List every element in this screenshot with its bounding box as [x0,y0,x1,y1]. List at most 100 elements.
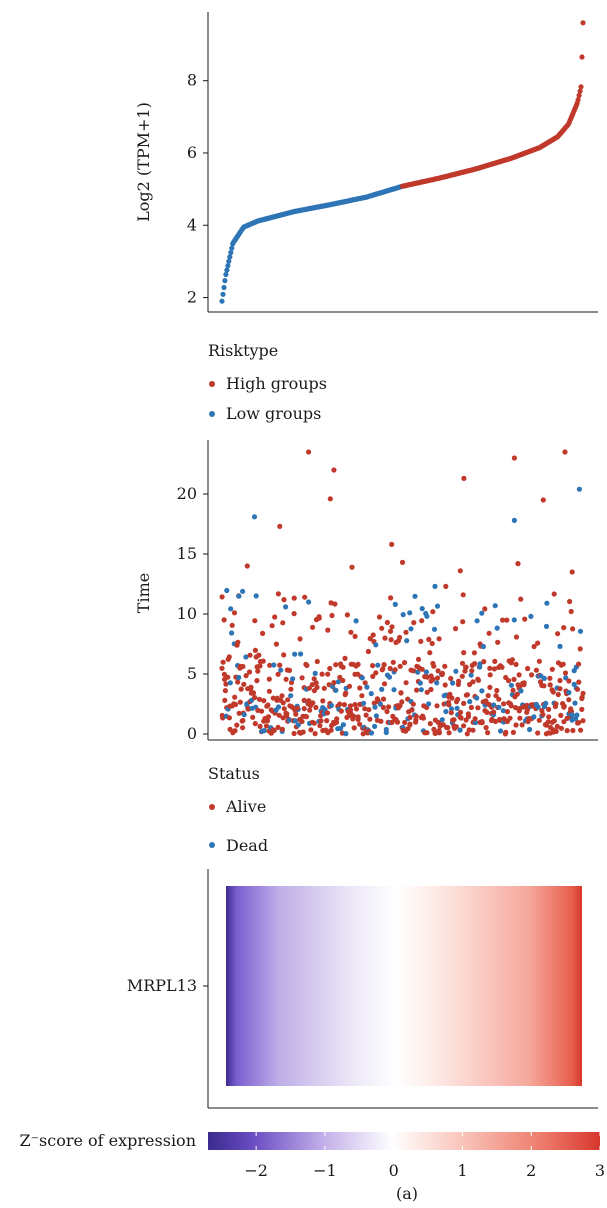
survival-point-alive [540,711,546,718]
survival-point-alive [420,715,426,721]
expression-point-high [577,88,583,94]
heatmap-panel: MRPL13 [127,869,598,1109]
survival-point-alive [507,715,513,721]
survival-point-alive [280,620,286,626]
survival-point-alive [514,691,520,697]
survival-point-dead [491,702,497,708]
survival-point-alive [531,643,537,650]
survival-point-alive [561,704,567,710]
survival-point-dead [432,583,438,590]
survival-point-dead [330,683,336,690]
expression-tick-label: 8 [187,71,197,90]
survival-point-alive [551,591,557,597]
survival-point-alive [460,619,466,625]
colorbar-tick-label: 0 [389,1161,399,1180]
survival-points [219,449,586,737]
survival-point-alive [557,677,563,684]
survival-point-alive [317,723,323,729]
survival-point-alive [446,730,452,736]
survival-point-alive [221,617,227,623]
survival-point-alive [304,662,310,669]
survival-point-alive [399,699,405,705]
survival-point-alive [303,714,310,720]
survival-point-alive [506,678,512,684]
survival-point-alive [401,660,408,666]
survival-point-alive [458,715,464,721]
survival-point-dead [271,662,277,668]
survival-point-alive [403,629,409,635]
survival-point-alive [313,704,319,711]
survival-point-dead [415,669,421,675]
survival-point-alive [240,663,246,670]
survival-point-alive [510,729,516,736]
survival-point-alive [482,606,488,612]
survival-point-alive [386,704,392,710]
survival-point-alive [367,636,373,642]
survival-point-alive [355,661,361,668]
survival-point-alive [545,719,551,725]
survival-point-alive [309,682,315,688]
survival-point-alive [398,690,404,696]
survival-point-alive [557,686,563,692]
survival-point-alive [257,723,263,730]
survival-point-alive [301,697,307,704]
survival-point-alive [310,700,316,706]
survival-point-alive [241,681,247,687]
survival-point-alive [496,716,503,723]
survival-point-alive [243,673,249,679]
survival-point-alive [352,702,358,708]
survival-point-dead [295,722,301,728]
survival-point-alive [453,724,459,730]
survival-point-alive [231,610,238,616]
survival-point-dead [290,676,296,682]
expression-point-high [578,84,584,90]
survival-y-label: Time [134,573,153,613]
survival-point-alive [219,665,225,671]
survival-point-alive [470,727,476,733]
survival-point-dead [240,588,246,594]
survival-point-dead [569,712,575,718]
survival-point-alive [387,628,394,634]
survival-point-dead [236,593,242,599]
survival-point-alive [576,661,582,667]
survival-point-alive [340,664,346,670]
survival-point-dead [375,662,381,668]
survival-point-alive [232,728,238,734]
survival-point-alive [475,677,482,683]
survival-point-alive [359,693,365,699]
survival-point-alive [360,731,366,737]
survival-point-alive [540,497,546,503]
survival-point-alive [561,719,567,725]
survival-point-alive [355,714,361,720]
survival-point-dead [527,726,533,733]
colorbar-title: Z⁻score of expression [19,1131,196,1150]
legend-dot-low [209,411,215,417]
survival-tick-label: 10 [177,604,197,623]
survival-point-alive [462,668,468,674]
expression-y-label: Log2 (TPM+1) [134,102,153,222]
survival-point-alive [387,665,393,672]
survival-point-alive [445,725,451,731]
survival-point-alive [370,663,376,669]
survival-point-alive [232,694,238,700]
survival-point-alive [397,663,403,669]
survival-point-alive [429,640,435,647]
survival-point-dead [531,714,537,720]
survival-point-alive [311,720,317,726]
survival-point-dead [372,723,378,730]
survival-point-alive [340,677,346,684]
survival-point-dead [407,610,413,616]
survival-point-alive [427,650,433,656]
survival-point-alive [574,686,581,692]
survival-point-alive [225,674,231,680]
survival-point-alive [579,706,585,713]
survival-point-alive [460,592,466,598]
survival-point-alive [324,718,330,724]
survival-point-alive [524,702,530,709]
survival-point-dead [423,669,429,675]
survival-point-alive [300,729,306,735]
survival-point-alive [485,730,491,736]
survival-point-dead [500,708,506,714]
survival-point-alive [294,705,300,711]
survival-point-alive [331,467,337,473]
